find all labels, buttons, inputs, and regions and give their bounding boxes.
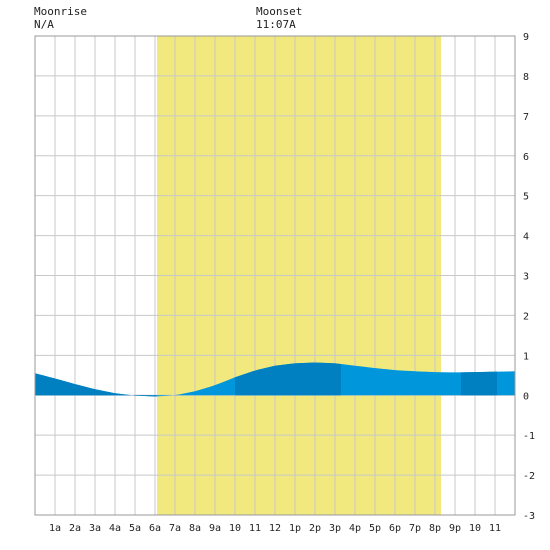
y-tick-label: 8 [523,72,529,83]
y-tick-label: 5 [523,192,529,203]
y-tick-label: 7 [523,112,529,123]
y-tick-label: -3 [523,511,535,522]
x-tick-label: 3p [329,523,341,534]
moonset-label: Moonset [256,5,303,18]
x-tick-label: 7a [169,523,181,534]
y-tick-label: -2 [523,471,535,482]
x-tick-label: 2a [69,523,81,534]
x-tick-label: 11 [489,523,501,534]
moonrise-value: N/A [34,18,54,31]
y-tick-label: 1 [523,351,529,362]
x-tick-label: 1p [289,523,301,534]
x-tick-label: 1a [49,523,61,534]
x-tick-label: 12 [269,523,281,534]
x-tick-label: 11 [249,523,261,534]
x-tick-label: 5a [129,523,141,534]
y-tick-label: 2 [523,311,529,322]
tide-area-dark-band [35,373,157,397]
tide-area-dark-band [235,362,341,396]
x-tick-label: 4a [109,523,121,534]
x-tick-label: 4p [349,523,361,534]
x-tick-label: 9p [449,523,461,534]
x-tick-label: 9a [209,523,221,534]
x-tick-label: 8p [429,523,441,534]
x-tick-label: 2p [309,523,321,534]
moonrise-label: Moonrise [34,5,87,18]
x-tick-label: 6p [389,523,401,534]
x-tick-label: 6a [149,523,161,534]
x-tick-label: 10 [229,523,241,534]
y-tick-label: 9 [523,32,529,43]
x-tick-label: 7p [409,523,421,534]
y-tick-label: 0 [523,391,529,402]
y-tick-label: 4 [523,232,529,243]
tide-area-dark-band [461,371,497,396]
y-tick-label: -1 [523,431,535,442]
x-tick-label: 10 [469,523,481,534]
x-tick-label: 5p [369,523,381,534]
plot-border [34,35,516,516]
y-tick-label: 6 [523,152,529,163]
moonset-value: 11:07A [256,18,296,31]
x-tick-label: 8a [189,523,201,534]
y-tick-label: 3 [523,272,529,283]
x-tick-label: 3a [89,523,101,534]
